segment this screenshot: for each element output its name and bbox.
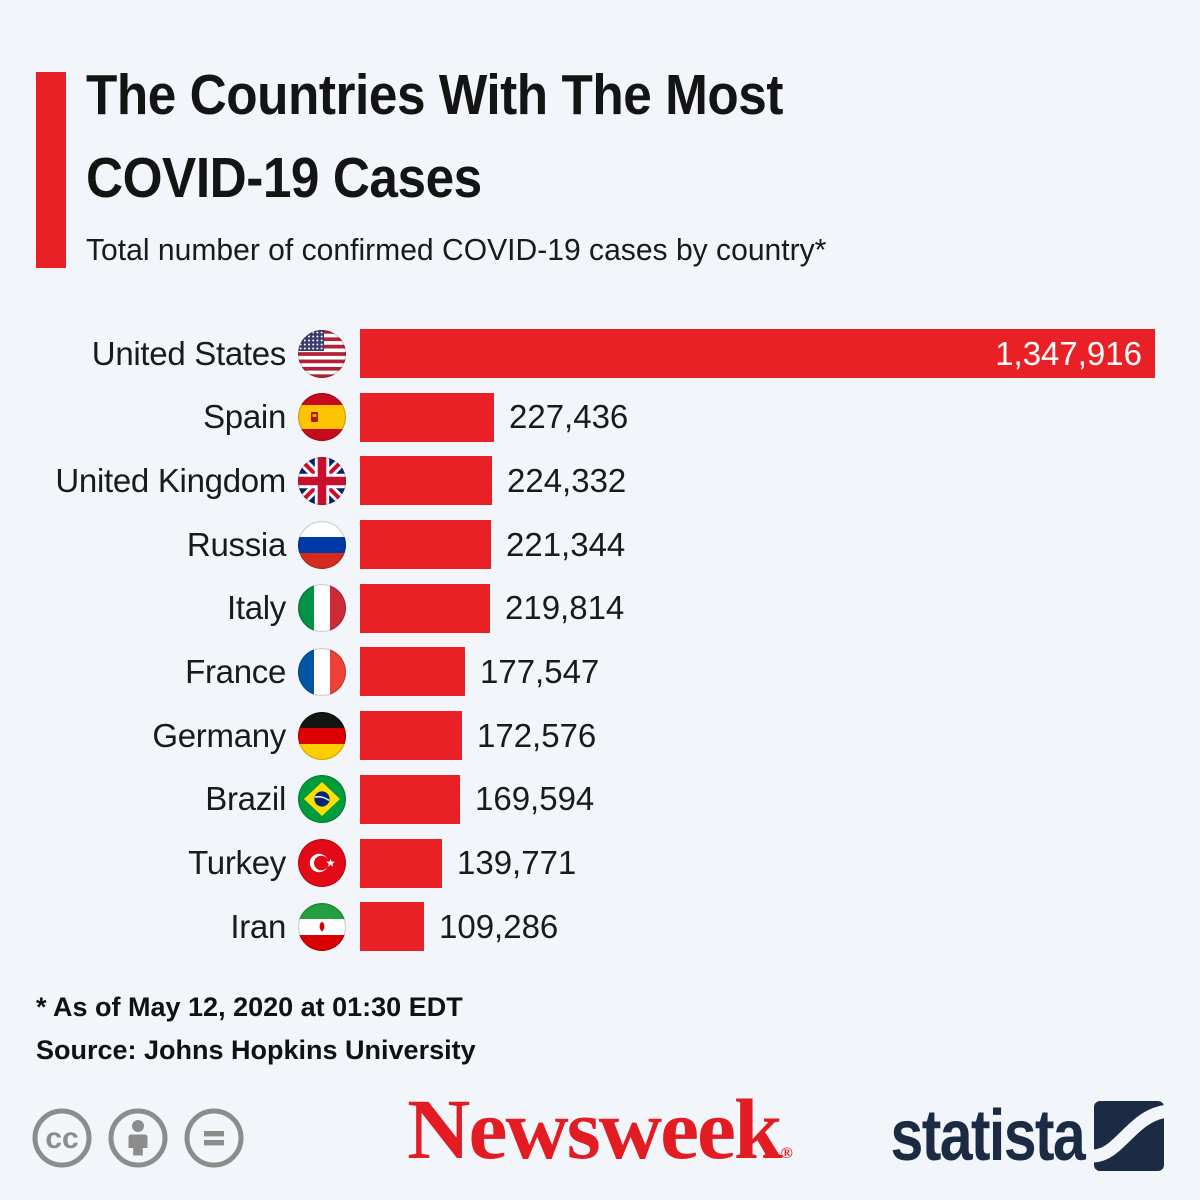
svg-text:cc: cc bbox=[45, 1122, 78, 1155]
value-label-inside: 1,347,916 bbox=[995, 334, 1142, 372]
bar-fr bbox=[360, 647, 465, 697]
brazil-flag-icon bbox=[298, 775, 346, 824]
source-line: Source: Johns Hopkins University bbox=[36, 1035, 476, 1065]
bar-br bbox=[360, 774, 460, 824]
title-accent-bar bbox=[36, 72, 66, 268]
country-label: Turkey bbox=[188, 844, 286, 881]
creative-commons-icon: cc bbox=[30, 1106, 94, 1170]
bar-area: 177,547 bbox=[360, 647, 1164, 697]
spain-flag-icon bbox=[298, 393, 346, 442]
bar-tr bbox=[360, 838, 442, 888]
uk-flag-icon bbox=[298, 456, 346, 505]
bar-area: 109,286 bbox=[360, 902, 1164, 952]
value-label-outside: 227,436 bbox=[509, 398, 629, 436]
country-label: Brazil bbox=[205, 780, 286, 818]
table-row: Germany 172,576 bbox=[36, 711, 1164, 761]
value-label-outside: 172,576 bbox=[477, 716, 597, 754]
country-label: United States bbox=[91, 334, 287, 372]
bar-area: 172,576 bbox=[360, 711, 1164, 761]
table-row: Brazil 169,594 bbox=[36, 774, 1164, 824]
table-row: Russia 221,344 bbox=[36, 520, 1164, 570]
footnote-asterisk: * As of May 12, 2020 at 01:30 EDT bbox=[36, 992, 463, 1022]
title-line-2: COVID-19 Cases bbox=[86, 146, 482, 210]
country-label: Spain bbox=[203, 398, 286, 436]
us-flag-icon bbox=[298, 329, 346, 378]
country-label: United Kingdom bbox=[55, 461, 286, 499]
turkey-flag-icon bbox=[298, 839, 346, 887]
france-flag-icon bbox=[298, 647, 346, 696]
page-title: The Countries With The Most COVID-19 Cas… bbox=[86, 54, 783, 220]
bar-ir bbox=[360, 902, 424, 952]
title-line-1: The Countries With The Most bbox=[86, 63, 784, 127]
bar-de bbox=[360, 711, 462, 761]
bar-area: 224,332 bbox=[360, 456, 1164, 506]
italy-flag-icon bbox=[298, 584, 346, 633]
germany-flag-icon bbox=[298, 711, 346, 760]
attribution-icon bbox=[106, 1106, 170, 1170]
no-derivatives-icon bbox=[182, 1106, 246, 1170]
country-label: Italy bbox=[226, 589, 286, 627]
table-row: France 177,547 bbox=[36, 647, 1164, 697]
statista-wordmark: statista bbox=[890, 1096, 1085, 1176]
newsweek-wordmark: Newsweek bbox=[407, 1081, 783, 1177]
bar-area: 221,344 bbox=[360, 520, 1164, 570]
registered-trademark-symbol: ® bbox=[780, 1145, 793, 1162]
value-label-outside: 177,547 bbox=[480, 652, 600, 690]
license-icons: cc bbox=[30, 1106, 246, 1170]
country-label: Iran bbox=[230, 907, 286, 945]
value-label-outside: 219,814 bbox=[505, 589, 625, 627]
bar-area: 139,771 bbox=[360, 838, 1164, 888]
country-label: France bbox=[185, 652, 286, 690]
country-label: Germany bbox=[152, 716, 286, 754]
table-row: United Kingdom 224,332 bbox=[36, 456, 1164, 506]
statista-logo: statista bbox=[848, 1096, 1164, 1176]
bar-es bbox=[360, 392, 494, 442]
bar-us: 1,347,916 bbox=[360, 329, 1155, 378]
russia-flag-icon bbox=[298, 520, 346, 569]
value-label-outside: 169,594 bbox=[475, 780, 595, 818]
bar-ru bbox=[360, 520, 491, 570]
bar-area: 227,436 bbox=[360, 392, 1164, 442]
value-label-outside: 139,771 bbox=[457, 844, 577, 881]
value-label-outside: 221,344 bbox=[506, 525, 626, 563]
table-row: Iran 109,286 bbox=[36, 902, 1164, 952]
table-row: Italy 219,814 bbox=[36, 583, 1164, 633]
table-row: Turkey 139,771 bbox=[36, 838, 1164, 888]
value-label-outside: 224,332 bbox=[507, 461, 627, 499]
newsweek-logo: Newsweek® bbox=[407, 1086, 793, 1197]
chart-subtitle: Total number of confirmed COVID-19 cases… bbox=[86, 232, 827, 267]
table-row: United States 1,347,916 bbox=[36, 329, 1164, 378]
bar-gb bbox=[360, 456, 492, 506]
country-label: Russia bbox=[186, 525, 286, 563]
value-label-outside: 109,286 bbox=[439, 907, 559, 945]
bar-area: 1,347,916 bbox=[360, 329, 1164, 378]
table-row: Spain 227,436 bbox=[36, 392, 1164, 442]
bar-area: 219,814 bbox=[360, 583, 1164, 633]
bar-area: 169,594 bbox=[360, 774, 1164, 824]
bar-it bbox=[360, 583, 490, 633]
statista-logo-icon bbox=[1094, 1101, 1164, 1171]
iran-flag-icon bbox=[298, 902, 346, 951]
bar-chart: United States 1,347,916 Spain 227,436 Un… bbox=[36, 329, 1164, 966]
